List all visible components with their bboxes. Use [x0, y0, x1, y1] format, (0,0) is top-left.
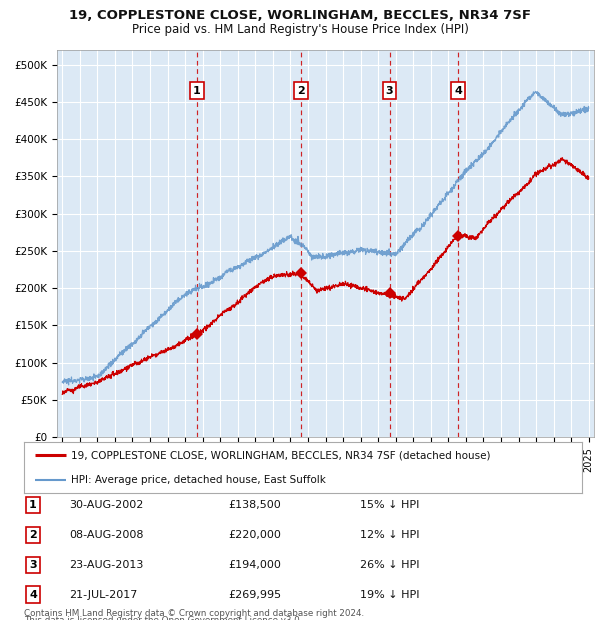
Text: 4: 4 — [29, 590, 37, 600]
Text: 3: 3 — [29, 560, 37, 570]
Text: 23-AUG-2013: 23-AUG-2013 — [69, 560, 143, 570]
Text: 19, COPPLESTONE CLOSE, WORLINGHAM, BECCLES, NR34 7SF (detached house): 19, COPPLESTONE CLOSE, WORLINGHAM, BECCL… — [71, 450, 491, 460]
Text: 26% ↓ HPI: 26% ↓ HPI — [360, 560, 419, 570]
Text: 1: 1 — [29, 500, 37, 510]
Text: 3: 3 — [386, 86, 394, 95]
Text: Price paid vs. HM Land Registry's House Price Index (HPI): Price paid vs. HM Land Registry's House … — [131, 23, 469, 36]
Text: 1: 1 — [193, 86, 200, 95]
Text: Contains HM Land Registry data © Crown copyright and database right 2024.: Contains HM Land Registry data © Crown c… — [24, 609, 364, 618]
Text: 2: 2 — [297, 86, 305, 95]
Text: This data is licensed under the Open Government Licence v3.0.: This data is licensed under the Open Gov… — [24, 616, 302, 620]
Text: £220,000: £220,000 — [228, 530, 281, 540]
Text: 2: 2 — [29, 530, 37, 540]
Text: 19% ↓ HPI: 19% ↓ HPI — [360, 590, 419, 600]
Text: 4: 4 — [454, 86, 462, 95]
Text: 12% ↓ HPI: 12% ↓ HPI — [360, 530, 419, 540]
Text: 15% ↓ HPI: 15% ↓ HPI — [360, 500, 419, 510]
Text: 21-JUL-2017: 21-JUL-2017 — [69, 590, 137, 600]
Text: HPI: Average price, detached house, East Suffolk: HPI: Average price, detached house, East… — [71, 475, 326, 485]
Text: £269,995: £269,995 — [228, 590, 281, 600]
Text: £138,500: £138,500 — [228, 500, 281, 510]
Text: 30-AUG-2002: 30-AUG-2002 — [69, 500, 143, 510]
Text: £194,000: £194,000 — [228, 560, 281, 570]
Text: 19, COPPLESTONE CLOSE, WORLINGHAM, BECCLES, NR34 7SF: 19, COPPLESTONE CLOSE, WORLINGHAM, BECCL… — [69, 9, 531, 22]
Text: 08-AUG-2008: 08-AUG-2008 — [69, 530, 143, 540]
